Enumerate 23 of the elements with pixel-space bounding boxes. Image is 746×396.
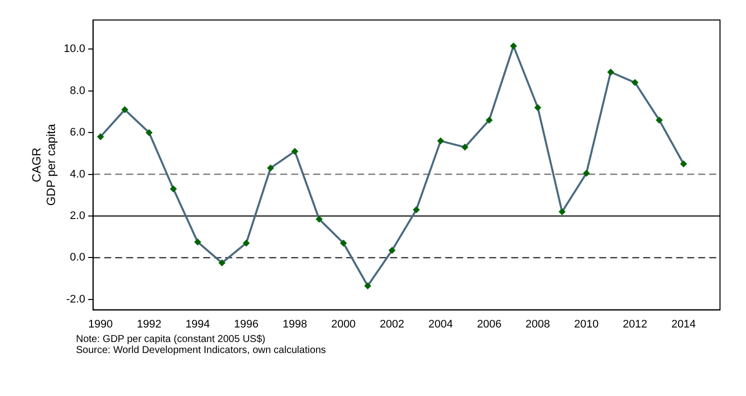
y-tick-label: 10.0 [64,43,86,56]
x-tick-label: 2002 [380,318,404,330]
x-tick-label: 2014 [671,318,696,330]
x-tick-label: 2006 [476,318,502,330]
x-tick-label: 2012 [622,318,648,330]
y-tick-label: 8.0 [70,84,86,97]
x-tick-label: 1992 [136,318,162,330]
y-tick-label: 4.0 [70,168,86,180]
x-tick-label: 1990 [88,318,113,330]
x-tick-label: 1996 [234,318,259,330]
x-tick-label: 2010 [574,318,599,330]
y-tick-label: -2.0 [66,293,86,306]
x-tick-label: 2004 [428,318,453,330]
text: Note: GDP per capita (constant 2005 US$) [76,334,266,345]
x-tick-label: 1994 [185,318,210,330]
y-axis-title: CAGR GDP per capita [30,124,58,206]
y-tick-label: 6.0 [70,126,86,139]
x-tick-label: 2000 [331,318,356,330]
x-tick-label: 1998 [282,318,308,330]
x-tick-label: 2008 [526,318,550,330]
source-note: Source: World Development Indicators, own calculations [76,345,326,356]
y-tick-label: 0.0 [70,252,86,264]
y-tick-label: 2.0 [70,210,86,222]
